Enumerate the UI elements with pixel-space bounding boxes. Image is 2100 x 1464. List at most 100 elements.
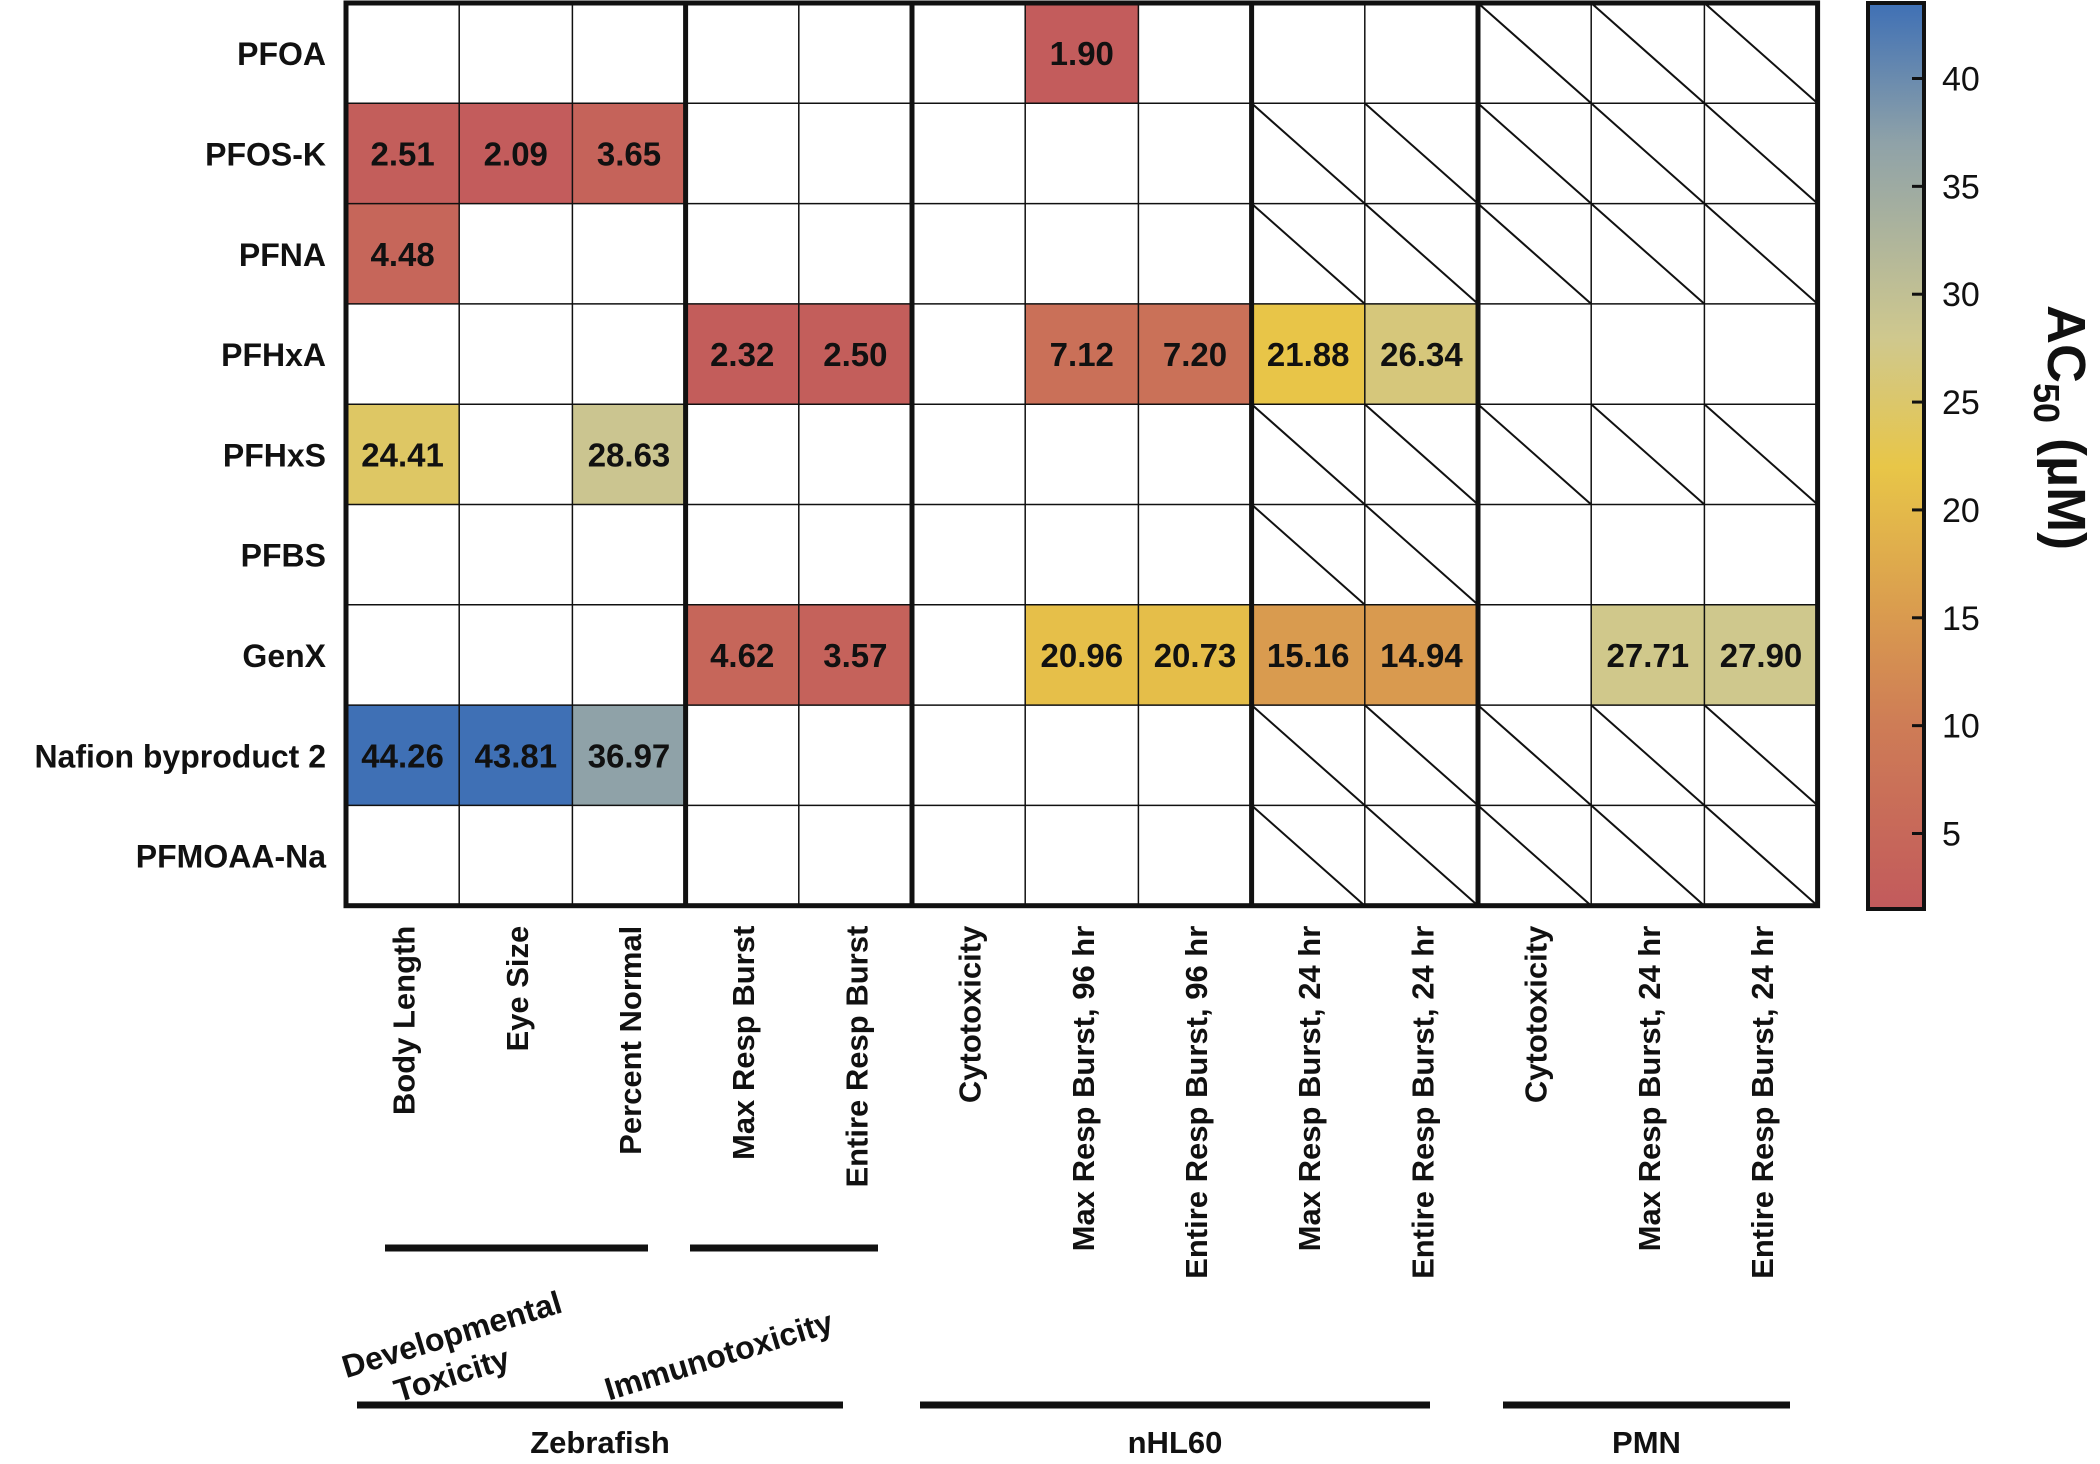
cell-genx-col7: [1138, 604, 1252, 706]
not-applicable-slash: [1703, 202, 1819, 305]
cell-pfhxa-col2: [572, 303, 686, 405]
not-applicable-slash: [1703, 403, 1819, 506]
column-label-entire-resp-burst: Entire Resp Burst: [839, 926, 874, 1188]
cell-pfbs-col4: [798, 504, 912, 605]
not-applicable-slash: [1364, 202, 1479, 305]
group-label-nhl60: nHL60: [1128, 1425, 1223, 1459]
column-label-max-resp-burst-96-hr: Max Resp Burst, 96 hr: [1066, 926, 1101, 1252]
cell-value-label: 27.90: [1720, 637, 1803, 674]
cell-pfhxs-col6: [1025, 404, 1139, 505]
cell-pfhxa-col8: [1251, 303, 1365, 405]
colorbar-title-main: AC: [2036, 305, 2096, 383]
not-applicable-slash: [1703, 804, 1819, 907]
cell-pfhxa-col10: [1478, 303, 1592, 405]
not-applicable-slash: [1250, 704, 1366, 807]
cell-pfhxa-col7: [1138, 303, 1252, 405]
heatmap-grid: [343, 0, 1821, 909]
group-label-zebrafish: Zebrafish: [530, 1425, 670, 1459]
cell-genx-col1: [459, 604, 573, 706]
cell-pfmoaa-na-col1: [459, 805, 573, 906]
not-applicable-slash: [1590, 403, 1706, 506]
cell-pfhxs-col2: [572, 404, 686, 505]
cell-genx-col4: [798, 604, 912, 706]
cell-value-label: 7.20: [1163, 336, 1227, 373]
cell-value-label: 3.65: [597, 135, 661, 172]
column-label-cytotoxicity: Cytotoxicity: [1519, 925, 1554, 1103]
not-applicable-slash: [1364, 102, 1479, 205]
cell-value-label: 44.26: [361, 737, 444, 774]
cell-nafion-byproduct-2-col7: [1138, 705, 1252, 806]
cell-pfna-col3: [685, 203, 799, 304]
not-applicable-slash: [1703, 102, 1819, 205]
cell-pfbs-col3: [685, 504, 799, 605]
not-applicable-slash: [1590, 202, 1706, 305]
row-label-pfna: PFNA: [239, 237, 326, 273]
not-applicable-slash: [1477, 804, 1592, 907]
cell-pfmoaa-na-col7: [1138, 805, 1252, 906]
colorbar-tick-label: 35: [1942, 168, 1980, 206]
cell-pfhxa-col0: [346, 303, 460, 405]
cell-pfbs-col2: [572, 504, 686, 605]
cell-pfmoaa-na-col4: [798, 805, 912, 906]
not-applicable-slash: [1250, 202, 1366, 305]
cell-pfna-col2: [572, 203, 686, 304]
cell-value-label: 26.34: [1380, 336, 1463, 373]
cell-pfna-col7: [1138, 203, 1252, 304]
cell-value-label: 7.12: [1050, 336, 1114, 373]
cell-pfhxa-col3: [685, 303, 799, 405]
row-label-nafion-byproduct-2: Nafion byproduct 2: [34, 738, 326, 774]
cell-genx-col9: [1364, 604, 1478, 706]
colorbar-tick-label: 30: [1942, 276, 1980, 314]
not-applicable-slash: [1364, 503, 1479, 606]
cell-pfna-col5: [912, 203, 1026, 304]
column-label-entire-resp-burst-24-hr: Entire Resp Burst, 24 hr: [1405, 926, 1440, 1279]
cell-pfos-k-col3: [685, 103, 799, 204]
cell-pfna-col6: [1025, 203, 1139, 304]
cell-genx-col5: [912, 604, 1026, 706]
cell-genx-col8: [1251, 604, 1365, 706]
colorbar-gradient: [1866, 1, 1926, 911]
colorbar-tick-label: 15: [1942, 600, 1980, 638]
cell-value-label: 27.71: [1607, 637, 1690, 674]
cell-value-label: 2.32: [710, 336, 774, 373]
cell-pfos-k-col6: [1025, 103, 1139, 204]
cell-pfoa-col8: [1251, 3, 1365, 104]
column-label-cytotoxicity: Cytotoxicity: [953, 925, 988, 1103]
cell-pfhxa-col5: [912, 303, 1026, 405]
column-label-entire-resp-burst-24-hr: Entire Resp Burst, 24 hr: [1745, 926, 1780, 1279]
cell-nafion-byproduct-2-col1: [459, 705, 573, 806]
cell-pfhxs-col4: [798, 404, 912, 505]
cell-pfna-col1: [459, 203, 573, 304]
column-label-body-length: Body Length: [387, 926, 422, 1115]
cell-pfna-col0: [346, 203, 460, 304]
cell-pfbs-col12: [1704, 504, 1818, 605]
cell-pfhxa-col4: [798, 303, 912, 405]
cell-pfhxa-col9: [1364, 303, 1478, 405]
colorbar-title: AC50 (µM): [2026, 305, 2096, 550]
cell-pfmoaa-na-col6: [1025, 805, 1139, 906]
cell-value-label: 4.62: [710, 637, 774, 674]
row-labels: PFOA PFOS-K PFNA PFHxA PFHxS PFBS GenX Nafion b…: [34, 36, 326, 874]
subgroup-label: Immunotoxicity: [600, 1304, 837, 1408]
cell-pfhxs-col7: [1138, 404, 1252, 505]
row-label-pfbs: PFBS: [241, 538, 326, 574]
row-label-pfhxa: PFHxA: [221, 337, 326, 373]
cell-value-label: 21.88: [1267, 336, 1350, 373]
cell-pfbs-col0: [346, 504, 460, 605]
cell-value-label: 2.51: [370, 135, 434, 172]
group-label-pmn: PMN: [1612, 1425, 1681, 1459]
not-applicable-slash: [1590, 704, 1706, 807]
colorbar-title-unit: (µM): [2036, 423, 2096, 550]
cell-nafion-byproduct-2-col5: [912, 705, 1026, 806]
cell-pfmoaa-na-col5: [912, 805, 1026, 906]
cell-pfmoaa-na-col3: [685, 805, 799, 906]
cell-genx-col0: [346, 604, 460, 706]
cell-nafion-byproduct-2-col4: [798, 705, 912, 806]
row-label-pfmoaa-na: PFMOAA-Na: [136, 839, 326, 875]
cell-pfbs-col7: [1138, 504, 1252, 605]
cell-pfhxs-col3: [685, 404, 799, 505]
cell-value-label: 3.57: [823, 637, 887, 674]
cell-value-label: 4.48: [370, 236, 434, 273]
cell-pfmoaa-na-col0: [346, 805, 460, 906]
